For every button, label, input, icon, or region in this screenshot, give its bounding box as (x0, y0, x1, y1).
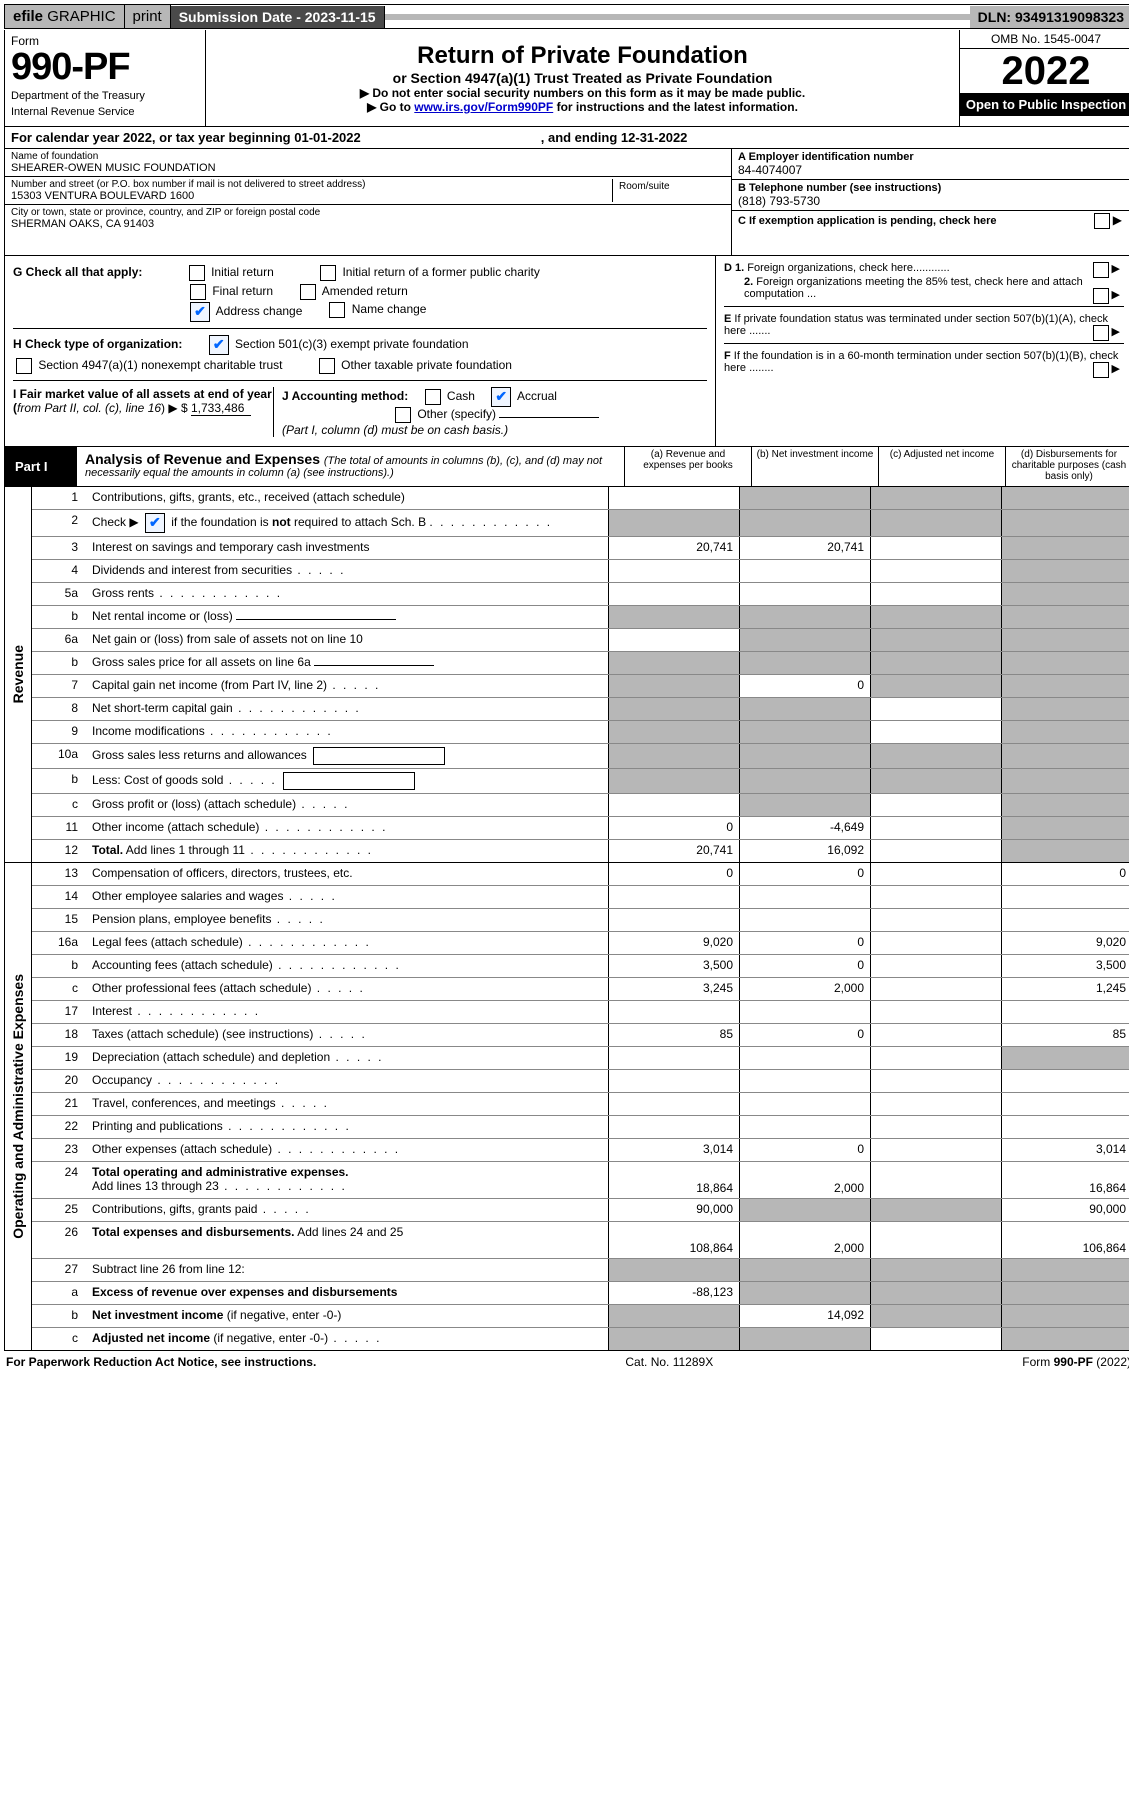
col-c-header: (c) Adjusted net income (878, 447, 1005, 486)
g-initial-return[interactable] (189, 265, 205, 281)
g-address-change[interactable]: ✔ (190, 302, 210, 322)
options-block: G Check all that apply: Initial return I… (4, 256, 1129, 447)
d1-line: D 1. D 1. Foreign organizations, check h… (724, 262, 1124, 274)
topbar-spacer (385, 14, 970, 20)
room-suite: Room/suite (613, 179, 725, 202)
g-name-change[interactable] (329, 302, 345, 318)
h-other-taxable[interactable] (319, 358, 335, 374)
part-i-label: Part I (5, 447, 77, 486)
col-a-header: (a) Revenue and expenses per books (624, 447, 751, 486)
d2-checkbox[interactable] (1093, 288, 1109, 304)
f-checkbox[interactable] (1093, 362, 1109, 378)
efile-topbar: efile GRAPHIC print Submission Date - 20… (4, 4, 1129, 29)
cat-no: Cat. No. 11289X (625, 1355, 713, 1369)
e-checkbox[interactable] (1093, 325, 1109, 341)
exemption-pending: C If exemption application is pending, c… (732, 211, 1129, 253)
paperwork-notice: For Paperwork Reduction Act Notice, see … (6, 1355, 316, 1369)
page-footer: For Paperwork Reduction Act Notice, see … (4, 1351, 1129, 1373)
address-cell: Number and street (or P.O. box number if… (5, 177, 731, 205)
h-501c3[interactable]: ✔ (209, 335, 229, 355)
header-right: OMB No. 1545-0047 2022 Open to Public In… (959, 30, 1129, 126)
g-final-return[interactable] (190, 284, 206, 300)
h-4947[interactable] (16, 358, 32, 374)
tax-year: 2022 (960, 49, 1129, 93)
dept-irs: Internal Revenue Service (11, 106, 199, 118)
schb-checkbox[interactable]: ✔ (145, 513, 165, 533)
ein-cell: A Employer identification number 84-4074… (732, 149, 1129, 180)
expenses-side-label: Operating and Administrative Expenses (5, 863, 32, 1350)
j-other[interactable] (395, 407, 411, 423)
d2-line: 2. Foreign organizations meeting the 85%… (724, 276, 1124, 300)
phone-cell: B Telephone number (see instructions) (8… (732, 180, 1129, 211)
form-number: 990-PF (11, 48, 199, 86)
header-mid: Return of Private Foundation or Section … (206, 30, 959, 126)
i-fmv: I Fair market value of all assets at end… (13, 387, 273, 437)
header-left: Form 990-PF Department of the Treasury I… (5, 30, 206, 126)
j-cash[interactable] (425, 389, 441, 405)
calendar-year-line: For calendar year 2022, or tax year begi… (4, 127, 1129, 149)
d1-checkbox[interactable] (1093, 262, 1109, 278)
part-i-desc: Analysis of Revenue and Expenses (The to… (77, 447, 624, 486)
e-line: E If private foundation status was termi… (724, 306, 1124, 337)
foundation-name-cell: Name of foundation SHEARER-OWEN MUSIC FO… (5, 149, 731, 177)
j-accrual[interactable]: ✔ (491, 387, 511, 407)
open-inspection: Open to Public Inspection (960, 93, 1129, 116)
irs-link[interactable]: www.irs.gov/Form990PF (414, 100, 553, 114)
revenue-table: Revenue 1Contributions, gifts, grants, e… (4, 487, 1129, 863)
j-accounting: J Accounting method: Cash ✔ Accrual Othe… (273, 387, 707, 437)
submission-date: Submission Date - 2023-11-15 (171, 6, 385, 28)
form-header: Form 990-PF Department of the Treasury I… (4, 30, 1129, 127)
part-i-header: Part I Analysis of Revenue and Expenses … (4, 447, 1129, 487)
form-subtitle: or Section 4947(a)(1) Trust Treated as P… (393, 70, 773, 86)
omb-number: OMB No. 1545-0047 (960, 30, 1129, 49)
g-amended-return[interactable] (300, 284, 316, 300)
instr-ssn: Do not enter social security numbers on … (360, 86, 805, 100)
form-title: Return of Private Foundation (417, 42, 748, 70)
g-initial-former[interactable] (320, 265, 336, 281)
print-button[interactable]: print (125, 5, 171, 28)
f-line: F If the foundation is in a 60-month ter… (724, 343, 1124, 374)
identification-block: Name of foundation SHEARER-OWEN MUSIC FO… (4, 149, 1129, 256)
instr-goto: Go to www.irs.gov/Form990PF for instruct… (367, 100, 798, 114)
c-checkbox[interactable] (1094, 213, 1110, 229)
form-ref: Form 990-PF (2022) (1022, 1355, 1129, 1369)
efile-label: efile GRAPHIC (5, 5, 125, 28)
col-b-header: (b) Net investment income (751, 447, 878, 486)
revenue-side-label: Revenue (5, 487, 32, 862)
city-cell: City or town, state or province, country… (5, 205, 731, 255)
dept-treasury: Department of the Treasury (11, 90, 199, 102)
col-d-header: (d) Disbursements for charitable purpose… (1005, 447, 1129, 486)
g-line: G Check all that apply: Initial return I… (13, 265, 707, 281)
dln: DLN: 93491319098323 (970, 6, 1129, 28)
expenses-table: Operating and Administrative Expenses 13… (4, 863, 1129, 1351)
h-line: H Check type of organization: ✔ Section … (13, 328, 707, 355)
